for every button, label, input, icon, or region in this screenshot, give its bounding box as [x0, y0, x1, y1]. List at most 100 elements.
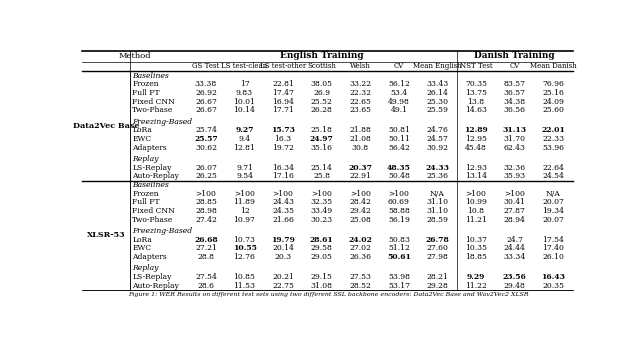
Text: 38.05: 38.05 — [310, 80, 333, 88]
Text: 56.42: 56.42 — [388, 144, 410, 152]
Text: Adapters: Adapters — [132, 253, 167, 261]
Text: 22.81: 22.81 — [272, 80, 294, 88]
Text: 26.36: 26.36 — [349, 253, 371, 261]
Text: 24.35: 24.35 — [272, 207, 294, 215]
Text: 9.54: 9.54 — [236, 172, 253, 180]
Text: 24.76: 24.76 — [426, 126, 449, 134]
Text: 26.28: 26.28 — [311, 106, 333, 114]
Text: 10.55: 10.55 — [232, 245, 257, 252]
Text: 28.59: 28.59 — [426, 216, 449, 224]
Text: 19.72: 19.72 — [272, 144, 294, 152]
Text: 30.23: 30.23 — [310, 216, 333, 224]
Text: Two-Phase: Two-Phase — [132, 106, 173, 114]
Text: Mean English: Mean English — [413, 62, 462, 70]
Text: >100: >100 — [195, 190, 216, 198]
Text: 24.43: 24.43 — [272, 198, 294, 207]
Text: 36.57: 36.57 — [504, 89, 525, 97]
Text: 28.85: 28.85 — [195, 198, 217, 207]
Text: LS test-other: LS test-other — [260, 62, 306, 70]
Text: 51.12: 51.12 — [388, 245, 410, 252]
Text: 50.11: 50.11 — [388, 135, 410, 143]
Text: Full FT: Full FT — [132, 89, 160, 97]
Text: 24.09: 24.09 — [542, 98, 564, 106]
Text: 53.17: 53.17 — [388, 282, 410, 290]
Text: CV: CV — [509, 62, 520, 70]
Text: 30.41: 30.41 — [504, 198, 525, 207]
Text: 17.54: 17.54 — [542, 236, 564, 244]
Text: Full FT: Full FT — [132, 198, 160, 207]
Text: 27.02: 27.02 — [349, 245, 371, 252]
Text: 53.96: 53.96 — [542, 144, 564, 152]
Text: LS test-clean: LS test-clean — [221, 62, 268, 70]
Text: 25.36: 25.36 — [426, 172, 449, 180]
Text: 24.7: 24.7 — [506, 236, 523, 244]
Text: 58.88: 58.88 — [388, 207, 410, 215]
Text: Figure 1: WER Results on different test sets using two different SSL backbone en: Figure 1: WER Results on different test … — [128, 292, 528, 297]
Text: 26.25: 26.25 — [195, 172, 217, 180]
Text: 25.59: 25.59 — [426, 106, 449, 114]
Text: 60.69: 60.69 — [388, 198, 410, 207]
Text: 22.65: 22.65 — [349, 98, 371, 106]
Text: 29.05: 29.05 — [311, 253, 333, 261]
Text: 22.01: 22.01 — [541, 126, 565, 134]
Text: 29.58: 29.58 — [311, 245, 333, 252]
Text: 27.54: 27.54 — [195, 273, 217, 281]
Text: 26.14: 26.14 — [426, 89, 449, 97]
Text: 17.47: 17.47 — [272, 89, 294, 97]
Text: 28.21: 28.21 — [426, 273, 449, 281]
Text: 26.07: 26.07 — [195, 164, 217, 171]
Text: 20.21: 20.21 — [272, 273, 294, 281]
Text: 26.68: 26.68 — [194, 236, 218, 244]
Text: 25.30: 25.30 — [426, 98, 449, 106]
Text: 17: 17 — [239, 80, 250, 88]
Text: 28.98: 28.98 — [195, 207, 217, 215]
Text: 22.64: 22.64 — [542, 164, 564, 171]
Text: Danish Training: Danish Training — [474, 52, 555, 61]
Text: 53.98: 53.98 — [388, 273, 410, 281]
Text: 30.62: 30.62 — [195, 144, 217, 152]
Text: 83.57: 83.57 — [504, 80, 525, 88]
Text: 10.85: 10.85 — [234, 273, 255, 281]
Text: 30.8: 30.8 — [352, 144, 369, 152]
Text: 25.16: 25.16 — [542, 89, 564, 97]
Text: 22.33: 22.33 — [542, 135, 564, 143]
Text: 49.98: 49.98 — [388, 98, 410, 106]
Text: >100: >100 — [466, 190, 486, 198]
Text: Replay: Replay — [132, 155, 159, 163]
Text: >100: >100 — [234, 190, 255, 198]
Text: 19.79: 19.79 — [271, 236, 295, 244]
Text: Adapters: Adapters — [132, 144, 167, 152]
Text: 17.40: 17.40 — [542, 245, 564, 252]
Text: 50.83: 50.83 — [388, 236, 410, 244]
Text: 33.34: 33.34 — [504, 253, 526, 261]
Text: >100: >100 — [504, 190, 525, 198]
Text: 27.21: 27.21 — [195, 245, 217, 252]
Text: 16.94: 16.94 — [272, 98, 294, 106]
Text: Frozen: Frozen — [132, 80, 159, 88]
Text: 45.48: 45.48 — [465, 144, 487, 152]
Text: 17.71: 17.71 — [272, 106, 294, 114]
Text: 50.61: 50.61 — [387, 253, 411, 261]
Text: 25.57: 25.57 — [194, 135, 218, 143]
Text: English Training: English Training — [280, 52, 364, 61]
Text: 33.22: 33.22 — [349, 80, 371, 88]
Text: 20.07: 20.07 — [542, 198, 564, 207]
Text: N/A: N/A — [546, 190, 561, 198]
Text: 31.10: 31.10 — [426, 198, 449, 207]
Text: EWC: EWC — [132, 135, 151, 143]
Text: 13.14: 13.14 — [465, 172, 487, 180]
Text: 31.08: 31.08 — [310, 282, 333, 290]
Text: 29.15: 29.15 — [311, 273, 333, 281]
Text: 9.83: 9.83 — [236, 89, 253, 97]
Text: 20.35: 20.35 — [542, 282, 564, 290]
Text: 17.16: 17.16 — [272, 172, 294, 180]
Text: 70.35: 70.35 — [465, 80, 487, 88]
Text: 10.01: 10.01 — [234, 98, 255, 106]
Text: 33.49: 33.49 — [310, 207, 333, 215]
Text: 9.29: 9.29 — [467, 273, 485, 281]
Text: 26.10: 26.10 — [542, 253, 564, 261]
Text: 20.07: 20.07 — [542, 216, 564, 224]
Text: 16.34: 16.34 — [272, 164, 294, 171]
Text: 11.89: 11.89 — [234, 198, 255, 207]
Text: >100: >100 — [388, 190, 410, 198]
